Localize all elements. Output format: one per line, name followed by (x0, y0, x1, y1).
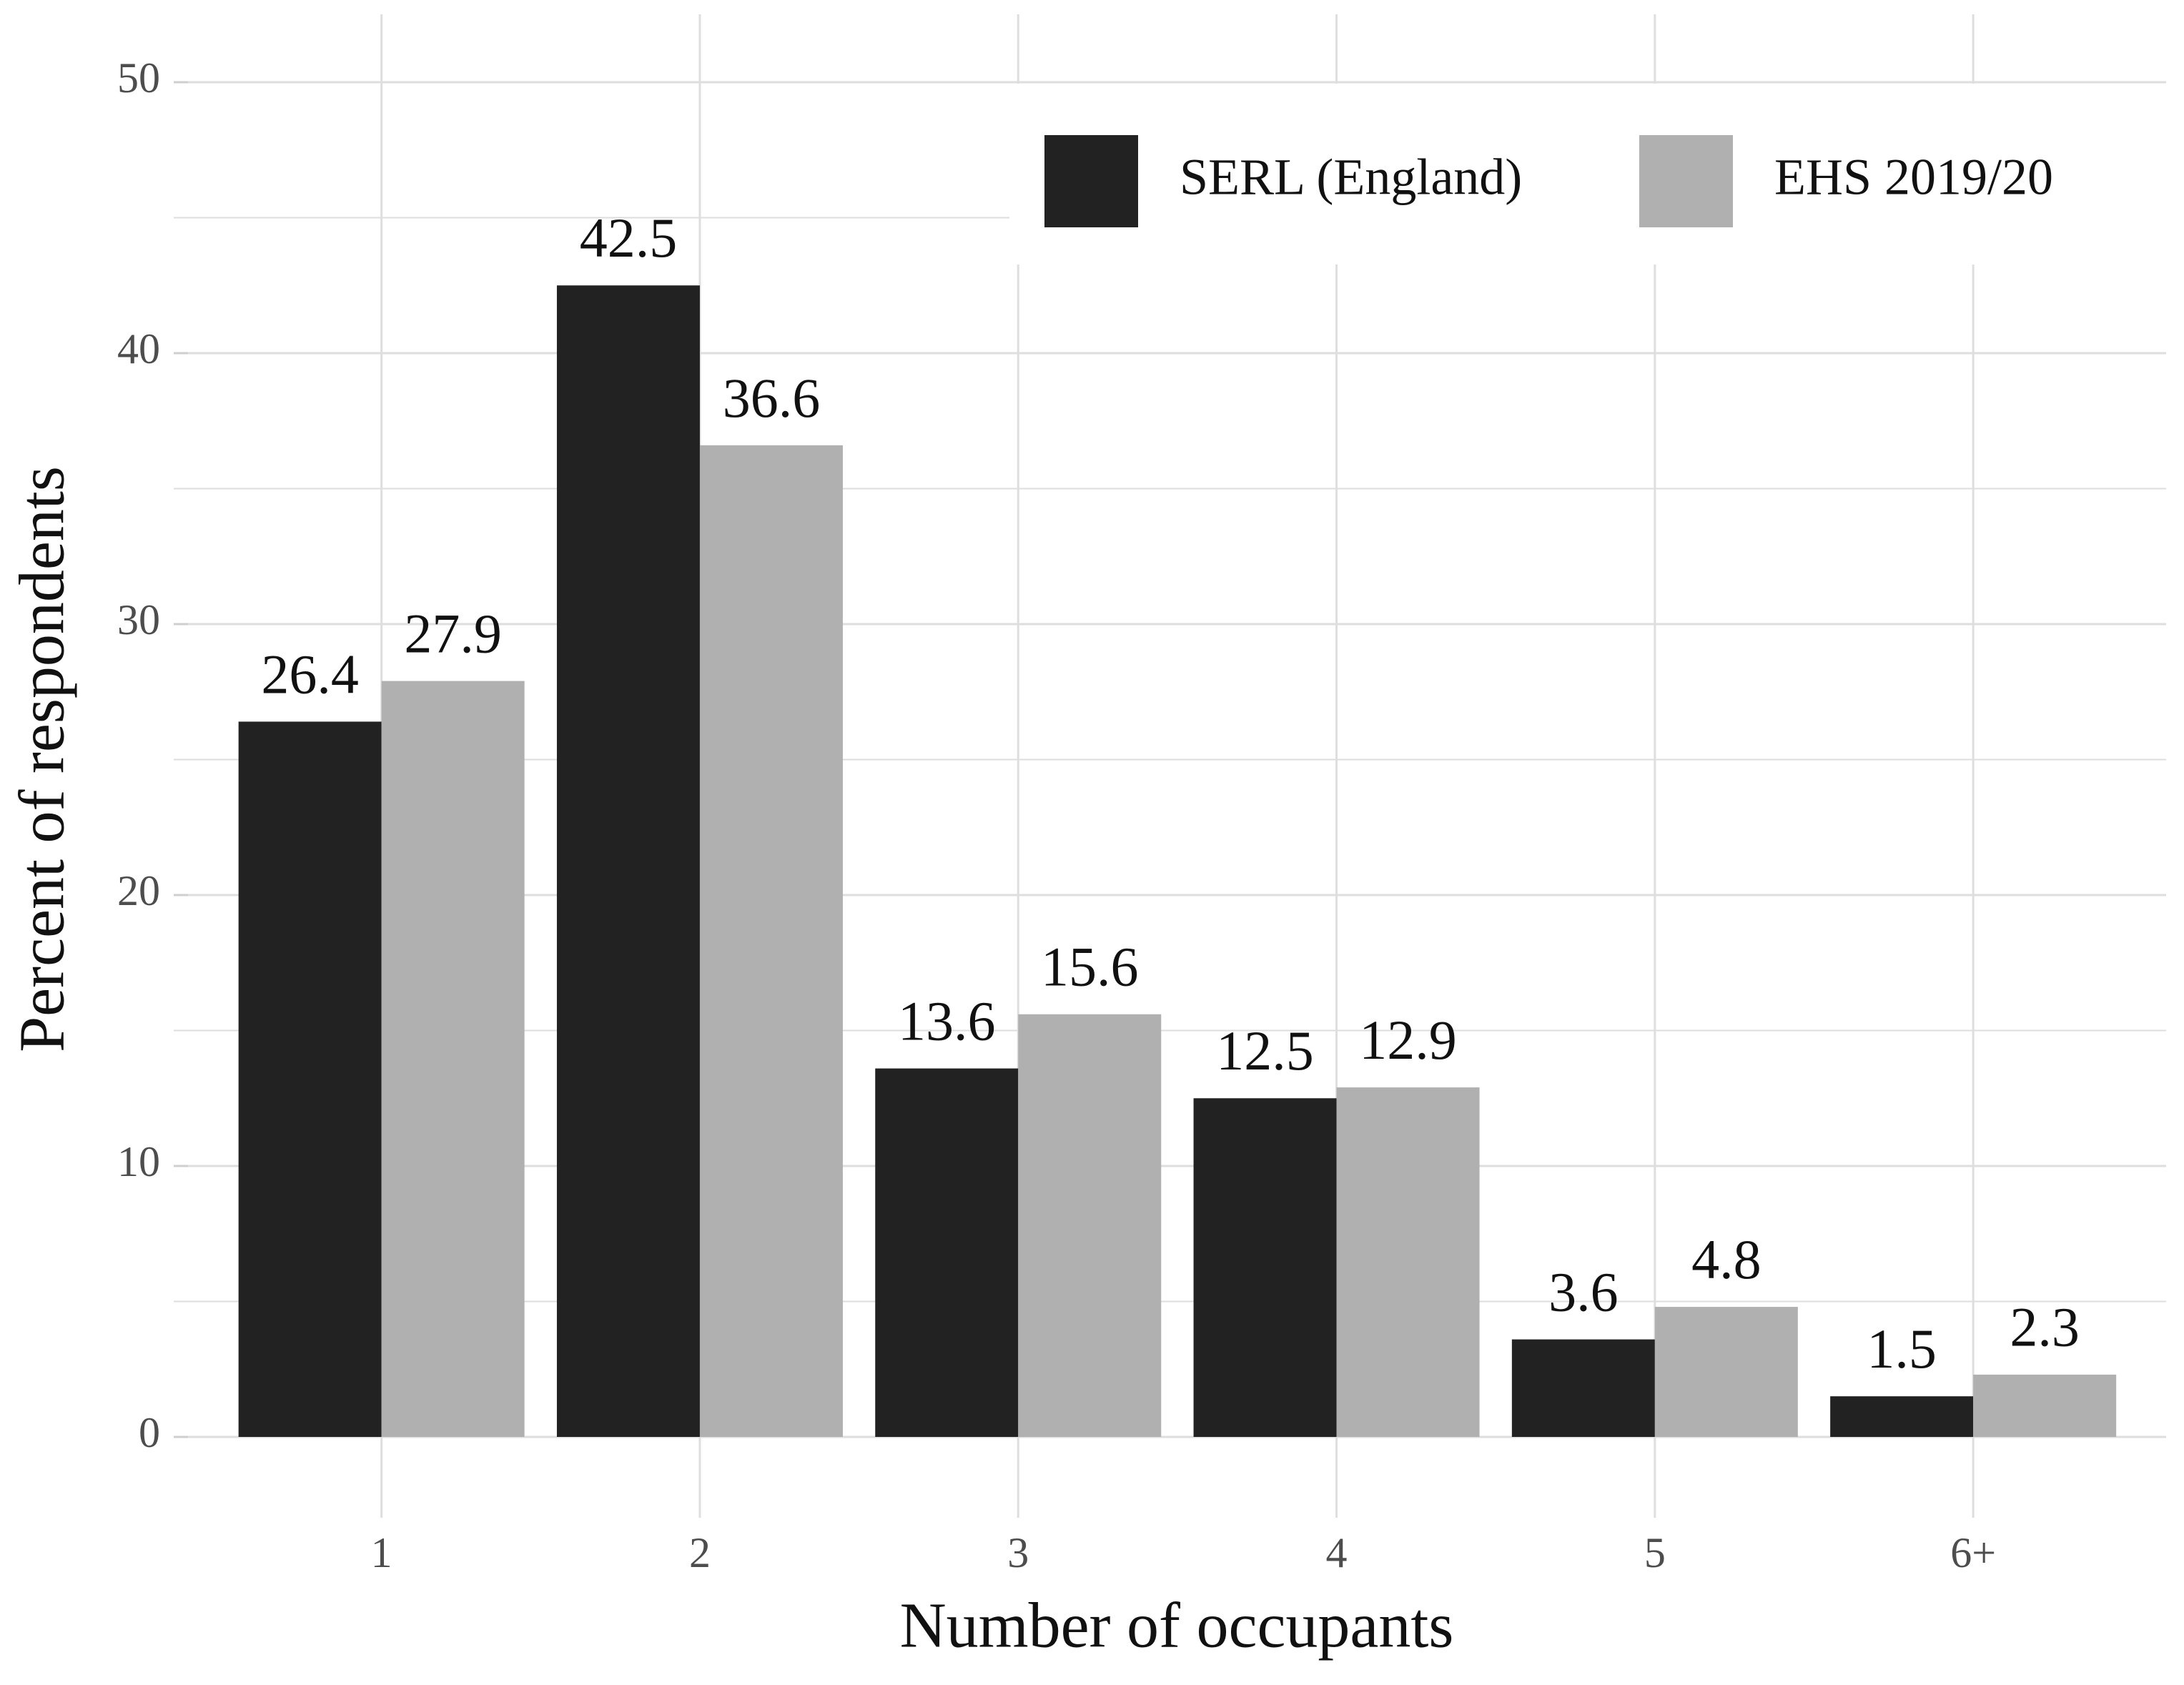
y-axis-title: Percent of respondents (7, 466, 78, 1052)
value-label: 12.5 (1216, 1019, 1314, 1082)
legend: SERL (England) EHS 2019/20 (1009, 84, 2166, 265)
value-label: 15.6 (1041, 936, 1139, 998)
y-tick-label: 20 (117, 867, 160, 914)
bar (238, 721, 382, 1437)
value-label: 42.5 (580, 207, 678, 269)
y-tick-label: 40 (117, 325, 160, 372)
x-axis-title: Number of occupants (900, 1591, 1454, 1661)
bar (875, 1068, 1019, 1437)
y-tick-label: 10 (117, 1138, 160, 1185)
value-label: 26.4 (261, 643, 359, 705)
legend-background (1009, 84, 2166, 265)
x-tick-label: 2 (689, 1529, 711, 1576)
marks (238, 285, 2117, 1437)
bar (1973, 1374, 2117, 1437)
x-tick-label: 5 (1644, 1529, 1666, 1576)
value-label: 36.6 (723, 367, 821, 429)
bar (1830, 1396, 1974, 1437)
bar (1193, 1098, 1337, 1437)
value-label: 2.3 (2010, 1296, 2080, 1358)
legend-swatch (1639, 135, 1733, 227)
bar (1654, 1307, 1798, 1437)
bar (1336, 1087, 1480, 1437)
y-tick-label: 30 (117, 596, 160, 643)
legend-label: EHS 2019/20 (1774, 149, 2053, 206)
value-label: 1.5 (1867, 1318, 1937, 1380)
y-tick-label: 0 (139, 1409, 160, 1456)
y-tick-label: 50 (117, 54, 160, 102)
x-tick-label: 1 (371, 1529, 392, 1576)
value-label: 3.6 (1548, 1260, 1619, 1323)
value-label: 27.9 (404, 602, 502, 664)
x-tick-label: 6+ (1950, 1529, 1996, 1576)
bar (699, 445, 843, 1437)
value-label: 4.8 (1691, 1228, 1761, 1290)
legend-label: SERL (England) (1180, 149, 1522, 206)
bar (381, 681, 525, 1437)
x-tick-label: 4 (1326, 1529, 1348, 1576)
legend-swatch (1044, 135, 1138, 227)
value-label: 12.9 (1359, 1009, 1457, 1071)
x-tick-label: 3 (1007, 1529, 1029, 1576)
bar (1018, 1014, 1162, 1437)
bar (556, 285, 700, 1437)
bar (1511, 1339, 1655, 1437)
value-label: 13.6 (898, 989, 996, 1052)
